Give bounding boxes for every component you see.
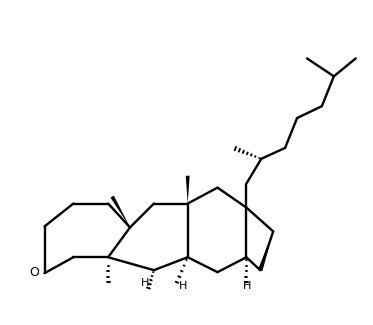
Polygon shape: [258, 231, 273, 271]
Polygon shape: [186, 176, 189, 203]
Text: O: O: [29, 266, 39, 279]
Text: H: H: [243, 281, 251, 291]
Text: H: H: [141, 278, 149, 288]
Polygon shape: [110, 196, 130, 228]
Text: H: H: [179, 281, 187, 291]
